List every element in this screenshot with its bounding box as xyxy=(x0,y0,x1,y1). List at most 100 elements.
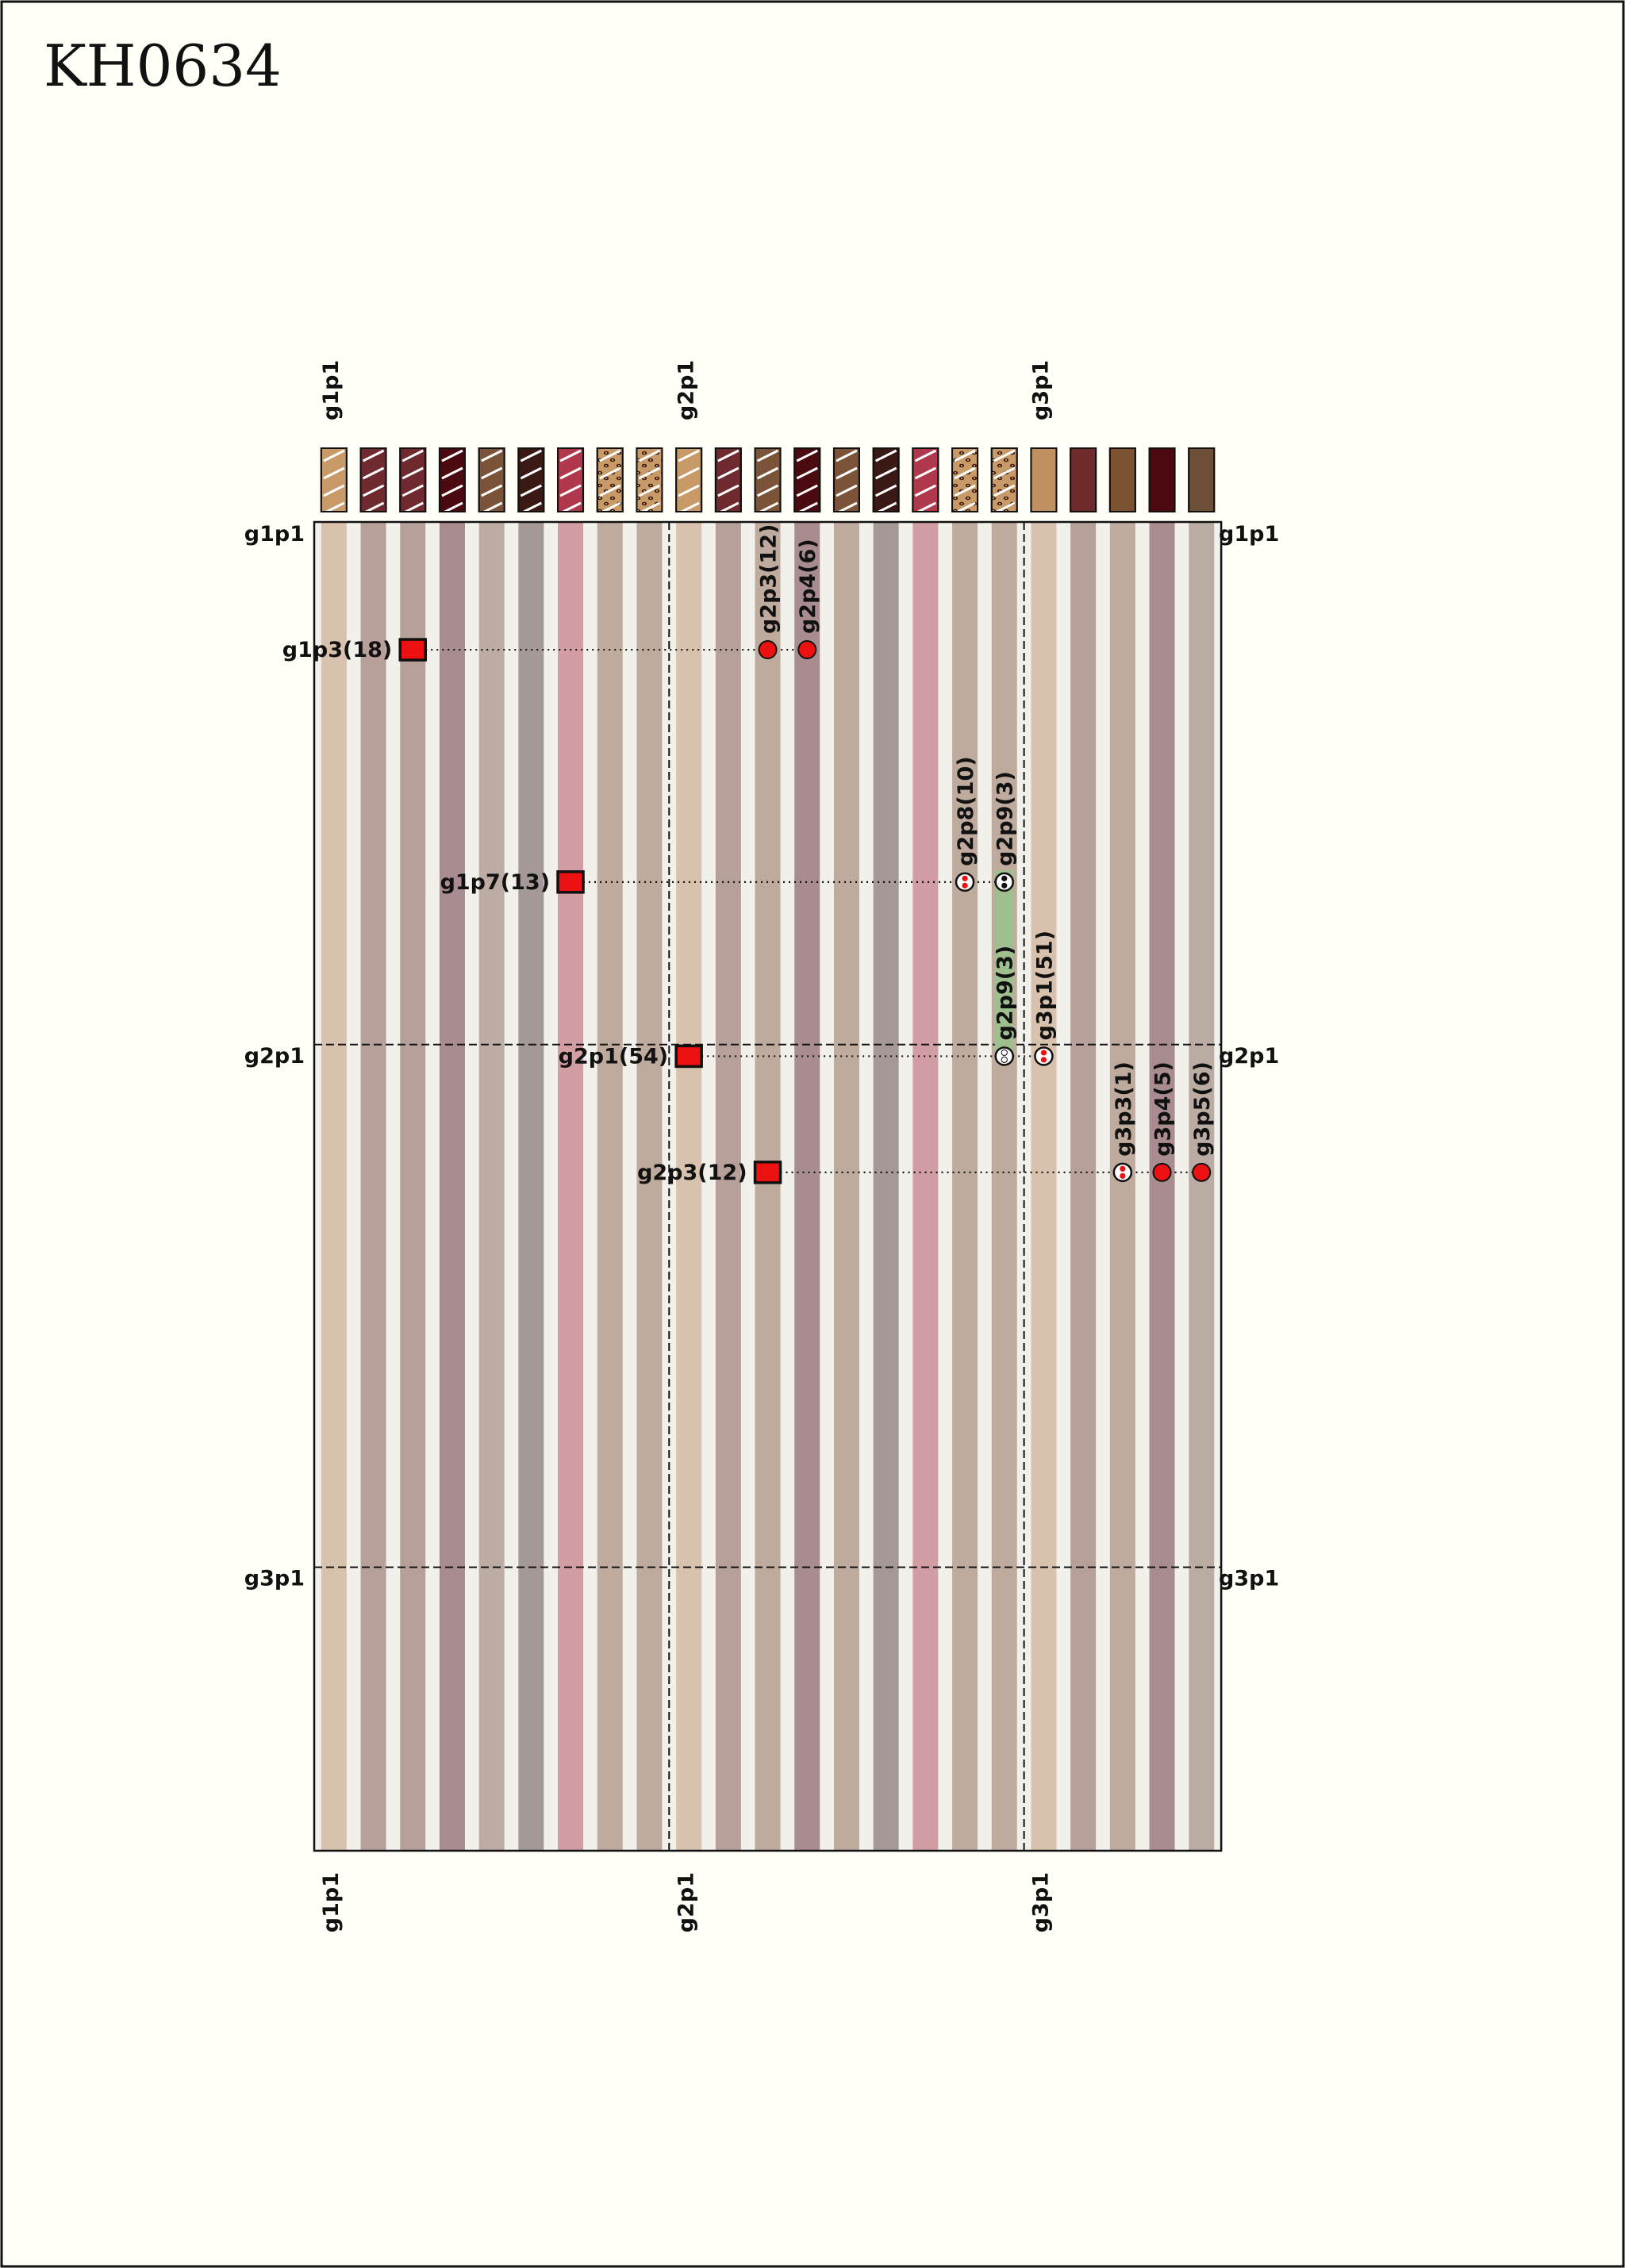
marker-inner-dot xyxy=(1040,1057,1047,1063)
marker-inner-dot xyxy=(1040,1050,1047,1056)
column-swatch xyxy=(320,447,348,515)
column-stripe xyxy=(755,522,781,1851)
swatch-border xyxy=(517,447,545,512)
swatch-border xyxy=(359,447,387,512)
swatch-border xyxy=(754,447,782,512)
column-swatch xyxy=(596,447,624,515)
column-stripe xyxy=(794,522,820,1851)
marker-inner-dot xyxy=(1001,875,1008,881)
source-marker xyxy=(753,1161,782,1184)
column-swatch xyxy=(1070,447,1097,512)
swatch-border xyxy=(951,447,979,512)
swatch-fill xyxy=(793,447,821,512)
column-stripe xyxy=(518,522,544,1851)
swatch-stripe xyxy=(993,449,1016,462)
swatch-stripe xyxy=(638,484,661,497)
marker-inner-dot xyxy=(1120,1165,1126,1172)
swatch-border xyxy=(438,447,466,512)
marker-dot xyxy=(758,640,778,660)
swatch-fill xyxy=(1108,447,1136,512)
swatch-stripe xyxy=(520,466,543,480)
swatch-stripe xyxy=(678,484,700,497)
target-marker xyxy=(758,640,778,660)
target-marker xyxy=(994,872,1014,892)
swatch-stripe xyxy=(638,466,661,480)
swatch-border xyxy=(1030,447,1058,512)
group-dividers xyxy=(314,522,1222,1851)
swatch-stripe xyxy=(914,484,937,497)
group-label-bottom: g2p1 xyxy=(674,1872,698,1932)
source-marker xyxy=(674,1044,703,1069)
swatch-fill xyxy=(675,447,703,512)
swatch-stripe xyxy=(362,484,385,497)
swatch-stripe xyxy=(441,449,463,462)
column-swatch xyxy=(636,447,663,515)
swatch-stripe xyxy=(599,466,621,480)
group-label-right: g1p1 xyxy=(1219,522,1279,547)
swatch-fill xyxy=(1188,447,1216,512)
swatch-fill xyxy=(478,447,505,512)
target-marker xyxy=(797,640,817,660)
source-marker xyxy=(556,870,585,894)
swatch-stripe xyxy=(914,466,937,480)
column-stripe xyxy=(1149,522,1175,1851)
swatch-fill xyxy=(399,447,427,512)
swatch-border xyxy=(557,447,585,512)
column-swatch xyxy=(1148,447,1176,512)
target-label: g2p9(3) xyxy=(993,946,1018,1041)
swatch-stripe xyxy=(362,466,385,480)
swatch-border xyxy=(912,447,939,512)
swatch-fill xyxy=(832,447,860,512)
swatch-stripe xyxy=(559,449,582,462)
column-swatch xyxy=(990,447,1018,515)
column-stripe xyxy=(636,522,663,1851)
marker-inner-dot xyxy=(962,875,968,881)
swatch-spots xyxy=(637,449,662,511)
column-stripe xyxy=(478,522,505,1851)
swatch-stripe xyxy=(993,466,1016,480)
swatch-fill xyxy=(320,447,348,512)
group-label-bottom: g1p1 xyxy=(319,1872,344,1932)
swatch-fill xyxy=(754,447,782,512)
swatch-stripe xyxy=(401,484,424,497)
group-labels: g1p1 g1p1 g1p1 g1p1 g2p1 g2p1 g2p1 g2p1 g3p1 g3p1… xyxy=(244,360,1279,1932)
column-swatch xyxy=(754,447,782,515)
swatch-fill xyxy=(1070,447,1097,512)
column-swatch xyxy=(557,447,585,515)
swatch-border xyxy=(636,447,663,512)
swatch-stripe xyxy=(401,449,424,462)
target-label: g2p9(3) xyxy=(993,771,1018,866)
column-stripe xyxy=(597,522,623,1851)
swatch-stripe xyxy=(874,484,897,497)
swatch-border xyxy=(793,447,821,512)
swatch-stripe xyxy=(914,449,937,462)
swatch-border xyxy=(832,447,860,512)
column-stripe xyxy=(912,522,939,1851)
swatch-stripe xyxy=(323,449,345,462)
swatch-stripe xyxy=(836,484,858,497)
source-label: g1p3(18) xyxy=(282,638,392,662)
column-swatch xyxy=(399,447,427,515)
swatch-border xyxy=(872,447,900,512)
swatch-stripe xyxy=(559,466,582,480)
swatch-stripe xyxy=(323,484,345,497)
highlight-layer xyxy=(994,870,1014,1053)
source-label: g2p3(12) xyxy=(637,1161,747,1185)
marker-inner-dot xyxy=(962,882,968,888)
source-marker xyxy=(398,638,427,662)
swatch-border xyxy=(1070,447,1097,512)
swatch-stripe xyxy=(520,449,543,462)
target-marker xyxy=(1112,1162,1133,1183)
swatch-fill xyxy=(1030,447,1058,512)
target-label: g3p4(5) xyxy=(1151,1061,1176,1157)
swatch-stripe xyxy=(836,449,858,462)
target-marker xyxy=(955,872,975,892)
group-label-top: g1p1 xyxy=(319,360,344,420)
swatch-stripe xyxy=(796,466,818,480)
swatch-fill xyxy=(872,447,900,512)
group-label-left: g1p1 xyxy=(244,522,305,547)
marker-ring xyxy=(1034,1046,1054,1066)
swatch-stripe xyxy=(874,449,897,462)
column-stripe xyxy=(1189,522,1215,1851)
column-swatch xyxy=(872,447,900,515)
